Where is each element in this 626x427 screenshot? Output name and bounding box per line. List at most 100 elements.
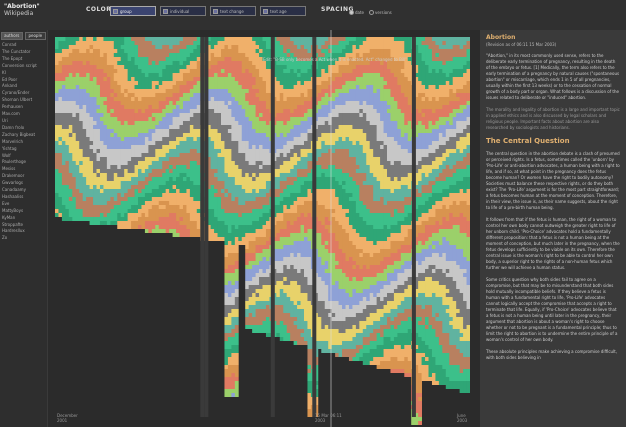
revision-band [127,89,132,93]
revision-band [155,225,160,229]
revision-band [262,57,267,61]
revision-band [93,117,97,121]
author-item[interactable]: Hardresllux [2,228,25,234]
revision-band [317,309,322,313]
revision-band [55,113,59,117]
revision-band [307,321,312,325]
author-item[interactable]: Uri [2,117,8,123]
revision-band [248,105,253,109]
revision-band [255,245,260,249]
author-item[interactable]: Mesiss [2,166,16,172]
author-item[interactable]: Drakemoor [2,173,25,179]
author-item[interactable]: Wolf [2,152,11,158]
revision-band [214,101,218,105]
color-option-text-change[interactable]: text change [210,6,256,16]
color-option-individual[interactable]: individual [160,6,206,16]
revision-band [252,233,256,237]
revision-band [79,161,84,165]
revision-band [179,69,184,73]
revision-band [265,61,270,65]
revision-band [276,121,281,125]
revision-band [151,105,156,109]
revision-band [89,205,94,209]
revision-band [93,85,97,89]
author-item[interactable]: Zo [2,235,8,241]
revision-band [117,45,122,49]
color-option-text-age[interactable]: text age [260,6,306,16]
author-item[interactable]: Hashaaliss [2,193,24,199]
author-item[interactable]: Gwvarlogs [2,180,24,186]
revision-band [186,221,191,225]
author-item[interactable]: Conversion script [2,62,37,68]
app-title: "Abortion" Wikipedia [4,3,40,17]
revision-band [314,141,319,145]
color-option-group[interactable]: group [110,6,156,16]
revision-band [113,165,118,169]
author-item[interactable]: Stroppafte [2,221,24,227]
revision-band [252,297,256,301]
revision-band [227,269,232,273]
author-item[interactable]: Eve [2,200,10,206]
revision-band [231,113,236,117]
revision-band [262,317,267,321]
revision-band [189,169,194,173]
revision-band [224,69,229,73]
revision-band [214,57,218,61]
revision-band [252,57,256,61]
author-item[interactable]: Conrad [2,42,17,47]
revision-band [231,225,236,229]
tab-people[interactable]: people [24,32,46,40]
revision-band [231,173,236,177]
revision-band [259,69,263,73]
author-item[interactable]: Mav.com [2,111,20,117]
revision-band [231,249,236,253]
author-item[interactable]: MattyBoys [2,207,24,213]
revision-band [255,117,260,121]
author-item[interactable]: Zachary Bigbeat [2,131,36,137]
revision-band [283,301,288,305]
revision-band [335,117,339,121]
author-item[interactable]: KyMan [2,214,16,220]
revision-band [221,141,225,145]
author-item[interactable]: KI [2,69,6,75]
revision-band [227,389,232,393]
revision-band [262,297,267,301]
author-item[interactable]: Yishtag [2,145,17,151]
author-item[interactable]: Damn frolo [2,124,25,130]
revision-band [68,213,73,217]
revision-band [234,101,239,105]
author-item[interactable]: Canadaamy [2,187,26,193]
revision-band [86,149,90,153]
history-flow-visualization[interactable]: Edit: "B-SB only becomes a Act when it i… [55,30,470,427]
spacing-option-date[interactable]: date [349,10,364,15]
history-flow-chart[interactable] [55,30,470,427]
spacing-option-versions[interactable]: versions [369,10,392,15]
author-item[interactable]: The Cunctator [2,48,31,54]
revision-band [321,97,326,101]
author-item[interactable]: Ankand [2,83,18,89]
revision-band [259,293,263,297]
revision-band [224,253,229,257]
revision-band [262,169,267,173]
revision-band [259,105,263,109]
revision-band [304,333,308,337]
author-item[interactable]: Perhausen [2,104,23,110]
author-item[interactable]: Paulerthoge [2,159,26,165]
revision-band [89,197,94,201]
revision-band [276,197,281,201]
revision-band [221,93,225,97]
author-item[interactable]: Ed Poor [2,76,18,82]
revision-band [186,161,191,165]
author-item[interactable]: The Epopt [2,55,23,61]
revision-band [106,93,111,97]
revision-band [307,45,312,49]
revision-band [124,97,129,101]
tab-authors[interactable]: authors [1,32,23,40]
author-item[interactable]: Marvelrich [2,138,23,144]
revision-band [113,125,118,129]
revision-band [304,65,308,69]
revision-band [189,93,194,97]
author-item[interactable]: Cyrano/Ender [2,90,30,96]
author-item[interactable]: Shornan Ulbert [2,97,33,103]
revision-band [279,233,284,237]
